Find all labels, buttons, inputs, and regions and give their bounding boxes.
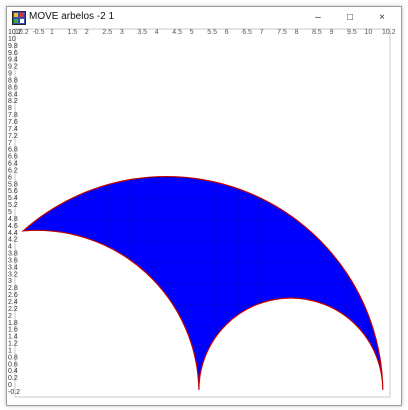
y-tick-label: 6.2 [8,167,18,174]
y-tick-label: 9.4 [8,57,18,64]
x-tick-label: 3 [120,29,124,36]
y-tick-label: 5.4 [8,195,18,202]
x-tick-label: 9 [330,29,334,36]
y-tick-label: 9.2 [8,64,18,71]
x-tick-label: 10.2 [382,29,396,36]
x-tick-label: 9.5 [347,29,357,36]
y-tick-label: 9 [8,71,12,78]
y-tick-label: 1.2 [8,341,18,348]
x-tick-label: 6 [225,29,229,36]
minimize-icon: – [315,11,321,23]
y-tick-label: 4.8 [8,216,18,223]
title-bar[interactable]: MOVE arbelos -2 1 – □ × [7,7,401,29]
y-tick-label: 2 [8,313,12,320]
x-tick-label: 10 [365,29,373,36]
x-tick-label: 1 [50,29,54,36]
y-tick-label: 4.4 [8,230,18,237]
y-tick-label: 0 [8,382,12,389]
maximize-button[interactable]: □ [335,7,365,27]
y-tick-label: 5.2 [8,202,18,209]
close-button[interactable]: × [367,7,397,27]
y-tick-label: 3.4 [8,264,18,271]
y-tick-label: 1.6 [8,327,18,334]
x-tick-label: 2 [85,29,89,36]
window-title: MOVE arbelos -2 1 [29,11,115,22]
y-tick-label: 5.6 [8,188,18,195]
x-tick-label: 8 [295,29,299,36]
y-tick-label: 1.4 [8,334,18,341]
x-tick-label: 5.5 [207,29,217,36]
plot-area: 10.2 10 9.8 9.6 9.4 9.2 9 8.8 8.6 8.4 8.2 8 7.8 7.6 7.… [7,27,401,405]
y-tick-label: 2.4 [8,299,18,306]
y-tick-label: 8.4 [8,91,18,98]
y-tick-label: 0.6 [8,361,18,368]
y-tick-label: 9.6 [8,50,18,57]
y-tick-label: 4.6 [8,223,18,230]
y-tick-label: 8.6 [8,84,18,91]
y-tick-label: 10 [8,36,16,43]
x-tick-label: -0.5 [32,29,44,36]
y-tick-label: 8.2 [8,98,18,105]
x-tick-label: 10.2 [15,29,29,36]
y-tick-label: 3.6 [8,257,18,264]
app-icon [12,11,26,25]
y-tick-label: 6.4 [8,161,18,168]
y-tick-label: 7 [8,140,12,147]
x-tick-label: 7 [260,29,264,36]
y-tick-label: 7.2 [8,133,18,140]
y-tick-label: 8.8 [8,77,18,84]
app-window: MOVE arbelos -2 1 – □ × 10.2 10 9.8 9.6 9.4 9… [6,6,402,406]
maximize-icon: □ [346,11,354,23]
y-tick-label: 0.4 [8,368,18,375]
x-tick-label: 3.5 [137,29,147,36]
close-icon: × [379,11,385,23]
y-tick-label: 0.2 [8,375,18,382]
y-tick-label: 6.8 [8,147,18,154]
y-tick-label: 3.8 [8,251,18,258]
y-tick-label: 3.2 [8,271,18,278]
x-tick-label: 4 [155,29,159,36]
y-tick-label: -0.2 [8,389,20,396]
x-tick-label: 4.5 [172,29,182,36]
x-tick-label: 7.5 [277,29,287,36]
arbelos-shape [21,175,384,390]
y-tick-label: 5 [8,209,12,216]
y-tick-label: 6 [8,174,12,181]
y-tick-label: 7.4 [8,126,18,133]
x-tick-label: 8.5 [312,29,322,36]
x-tick-label: 6.5 [242,29,252,36]
y-tick-label: 1 [8,347,12,354]
y-tick-label: 2.6 [8,292,18,299]
y-tick-label: 2.8 [8,285,18,292]
y-tick-label: 7.6 [8,119,18,126]
y-tick-label: 7.8 [8,112,18,119]
y-tick-label: 4.2 [8,237,18,244]
x-tick-label: 1.5 [67,29,77,36]
y-tick-label: 10.2 [8,29,22,36]
y-tick-label: 6.6 [8,154,18,161]
plot-canvas: 10.2109.89.69.49.298.88.68.48.287.87.67.… [8,28,396,398]
y-tick-label: 3 [8,278,12,285]
x-tick-label: 2.5 [102,29,112,36]
minimize-button[interactable]: – [303,7,333,27]
y-tick-label: 4 [8,244,12,251]
y-tick-label: 2.2 [8,306,18,313]
y-tick-label: 8 [8,105,12,112]
y-tick-label: 5.8 [8,181,18,188]
y-tick-label: 9.8 [8,43,18,50]
y-tick-label: 1.8 [8,320,18,327]
y-tick-label: 0.8 [8,354,18,361]
x-tick-label: 5 [190,29,194,36]
